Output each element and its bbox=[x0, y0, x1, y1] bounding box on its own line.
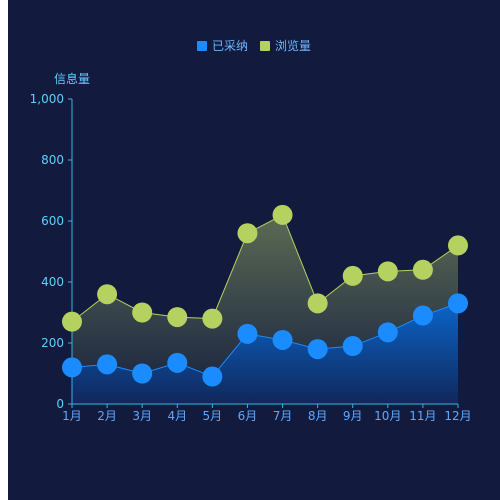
x-tick-label-5: 6月 bbox=[238, 409, 258, 423]
point-series-1-1 bbox=[97, 284, 118, 305]
y-tick-label-0: 0 bbox=[56, 397, 64, 411]
point-series-0-8 bbox=[342, 336, 363, 357]
x-tick-label-9: 10月 bbox=[374, 409, 401, 423]
legend-item-views[interactable]: 浏览量 bbox=[260, 37, 311, 54]
point-series-0-6 bbox=[272, 329, 293, 350]
point-series-1-10 bbox=[412, 259, 433, 280]
point-series-0-5 bbox=[237, 323, 258, 344]
chart-panel: 已采纳 浏览量 信息量 0 200 400 600 800 1,000 1月 2月 3月 4月 5月… bbox=[8, 0, 500, 500]
point-series-0-4 bbox=[202, 366, 223, 387]
y-tick-label-4: 800 bbox=[41, 153, 64, 167]
point-series-0-10 bbox=[412, 305, 433, 326]
point-series-1-7 bbox=[307, 293, 328, 314]
x-tick-label-7: 8月 bbox=[308, 409, 328, 423]
point-series-1-2 bbox=[132, 302, 153, 323]
legend-item-adopted[interactable]: 已采纳 bbox=[196, 37, 248, 54]
y-axis-title: 信息量 bbox=[54, 72, 91, 86]
point-series-1-5 bbox=[237, 223, 258, 244]
point-series-0-0 bbox=[62, 357, 82, 378]
y-tick-label-1: 200 bbox=[41, 336, 64, 350]
point-series-1-4 bbox=[202, 308, 223, 329]
point-series-0-3 bbox=[167, 352, 188, 373]
x-tick-label-8: 9月 bbox=[343, 409, 363, 423]
point-series-1-6 bbox=[272, 204, 293, 225]
x-tick-label-2: 3月 bbox=[132, 409, 152, 423]
x-tick-label-1: 2月 bbox=[97, 409, 117, 423]
area-series-0 bbox=[72, 303, 458, 404]
x-tick-label-4: 5月 bbox=[203, 409, 223, 423]
legend-label-adopted: 已采纳 bbox=[211, 39, 248, 53]
legend-swatch-views bbox=[260, 40, 270, 51]
point-series-1-3 bbox=[167, 307, 188, 328]
point-series-1-9 bbox=[377, 261, 398, 282]
point-series-1-0 bbox=[62, 311, 82, 332]
x-tick-label-0: 1月 bbox=[62, 409, 82, 423]
point-series-1-11 bbox=[448, 235, 468, 256]
y-tick-label-2: 400 bbox=[41, 275, 64, 289]
y-tick-label-5: 1,000 bbox=[30, 92, 64, 106]
point-series-0-7 bbox=[307, 339, 328, 360]
point-series-1-8 bbox=[342, 265, 363, 286]
x-tick-label-6: 7月 bbox=[273, 409, 293, 423]
legend: 已采纳 浏览量 bbox=[8, 37, 500, 54]
chart-plot: 0 200 400 600 800 1,000 1月 2月 3月 4月 5月 6月 7月 8月 9月 10月 1… bbox=[30, 92, 472, 423]
x-tick-label-3: 4月 bbox=[167, 409, 187, 423]
point-series-0-11 bbox=[448, 293, 468, 314]
x-tick-label-10: 11月 bbox=[409, 409, 436, 423]
point-series-0-1 bbox=[97, 354, 118, 375]
legend-label-views: 浏览量 bbox=[275, 39, 312, 53]
point-series-0-9 bbox=[377, 322, 398, 343]
x-tick-label-11: 12月 bbox=[444, 409, 471, 423]
point-series-0-2 bbox=[132, 363, 153, 384]
y-tick-label-3: 600 bbox=[41, 214, 64, 228]
legend-swatch-adopted bbox=[196, 40, 207, 51]
